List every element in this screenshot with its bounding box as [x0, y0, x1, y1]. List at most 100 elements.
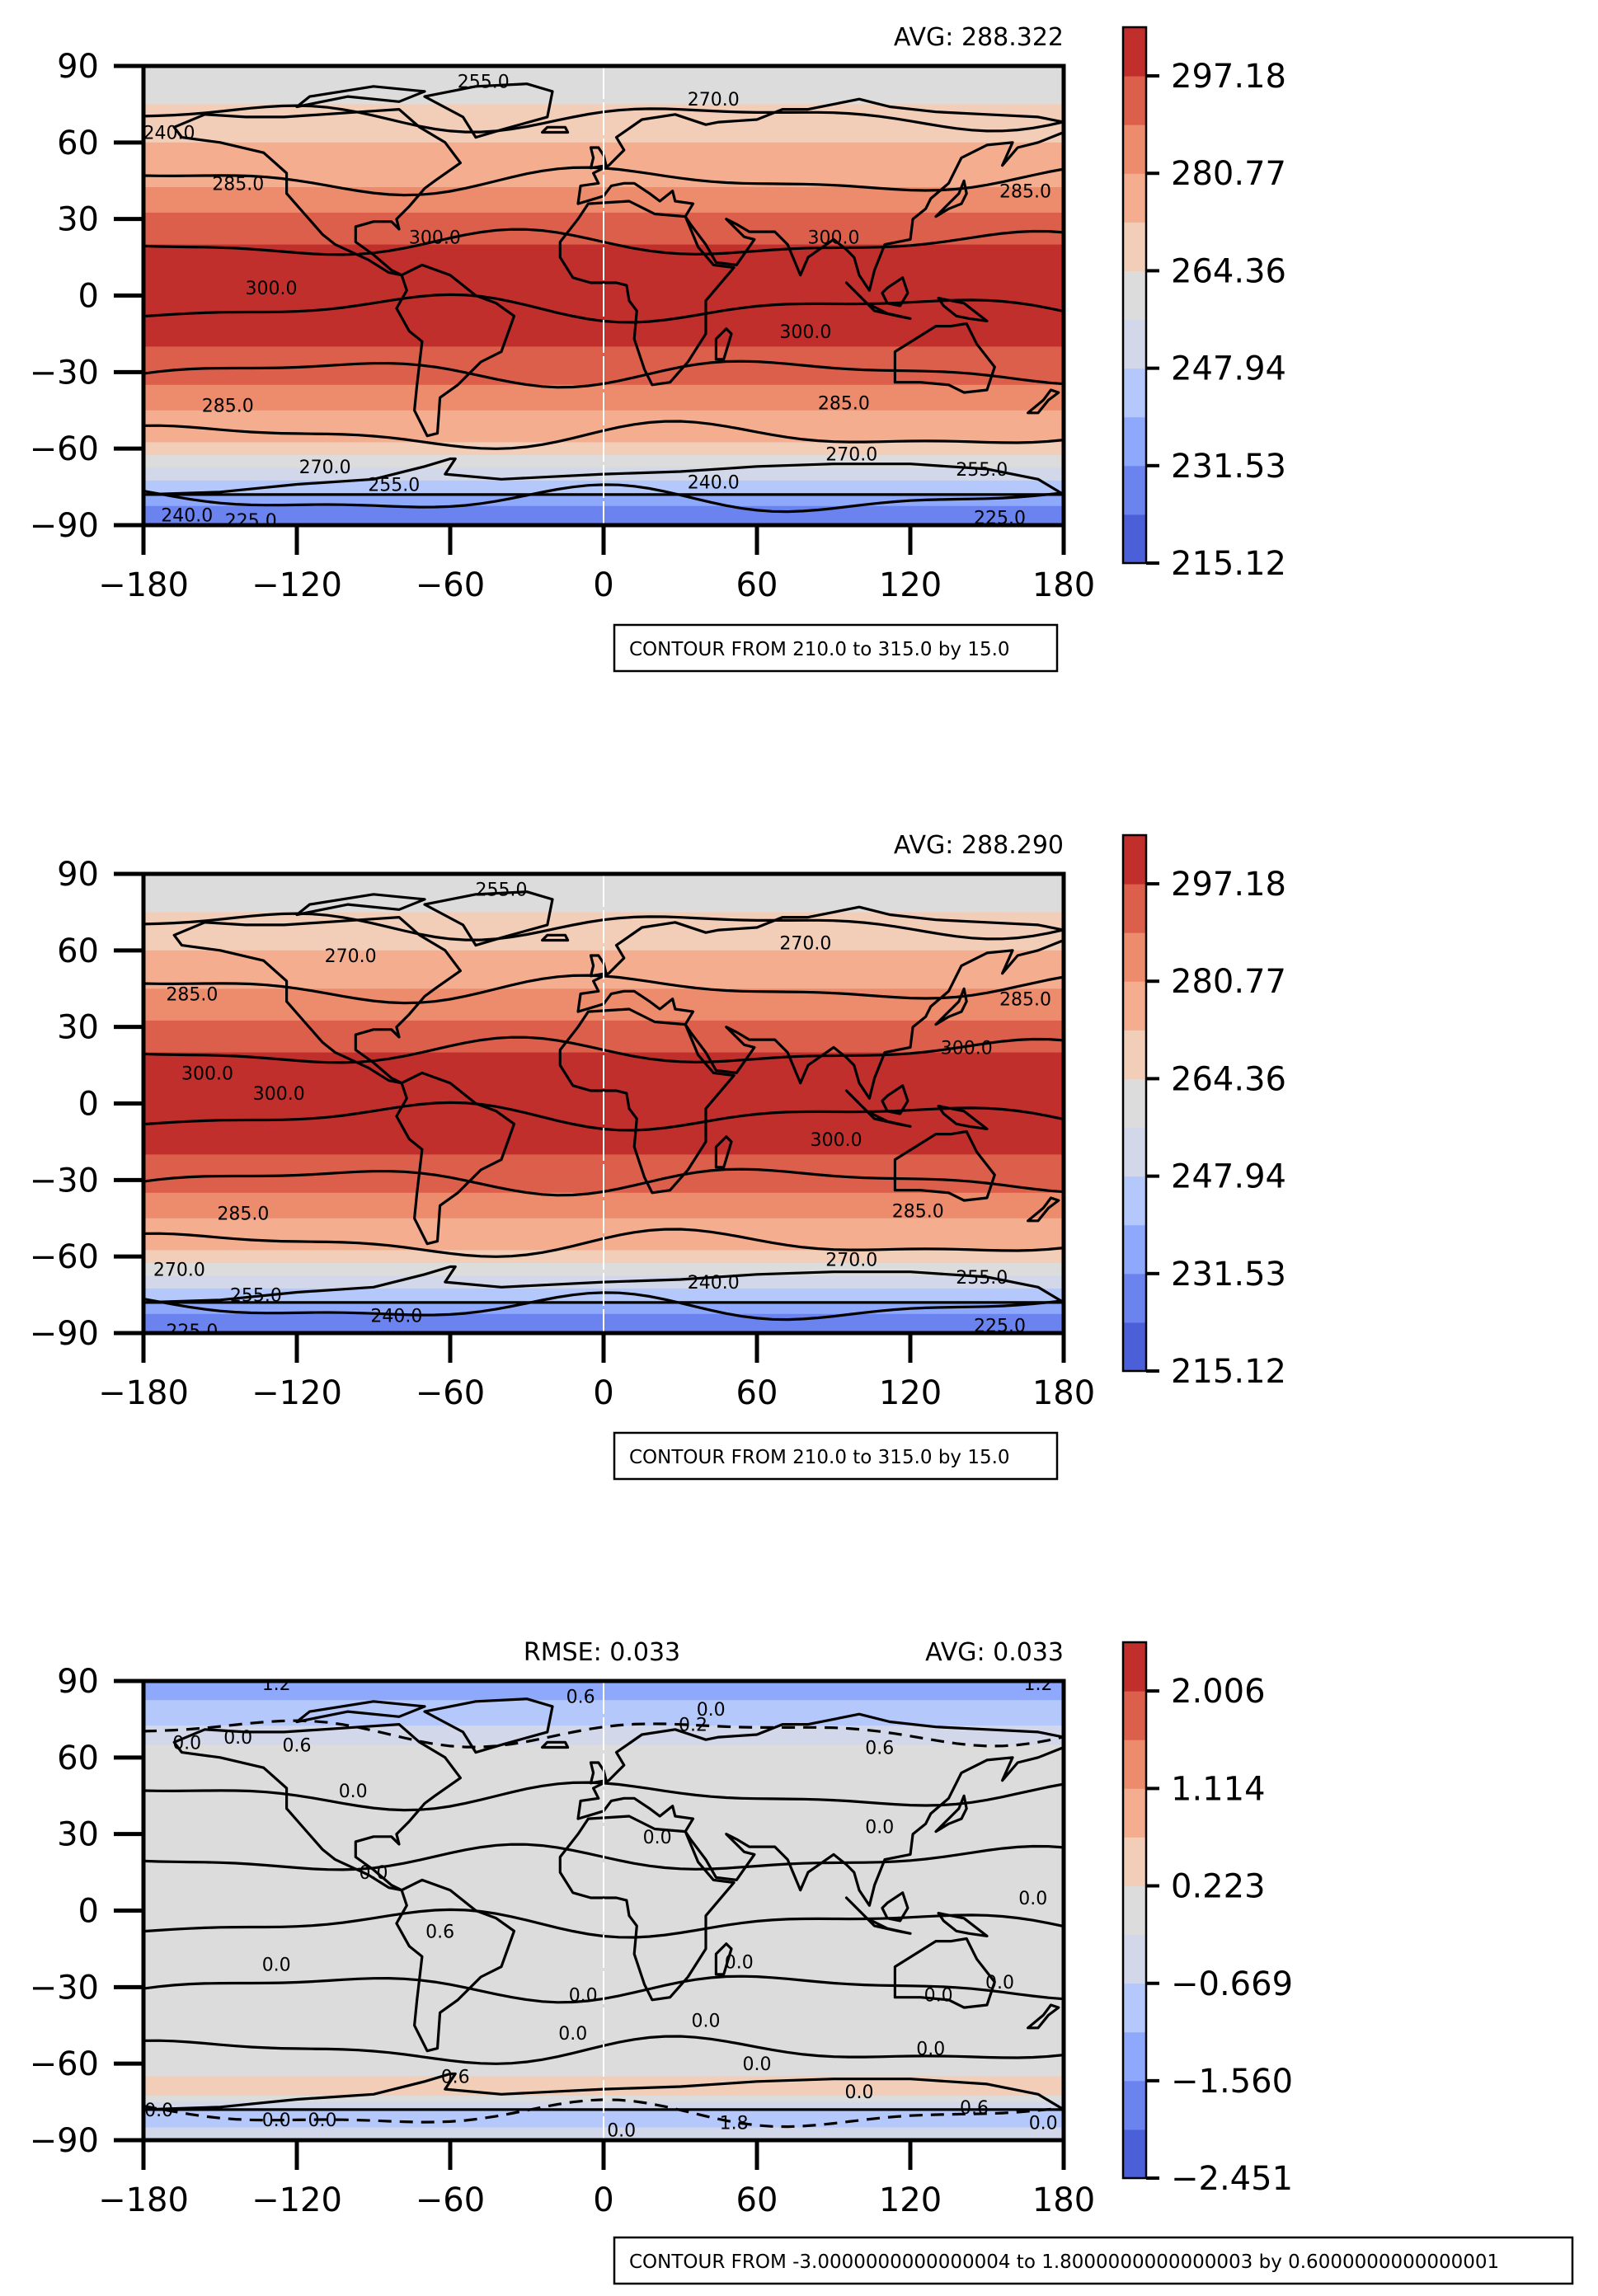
contour-value-label: 255.0: [956, 460, 1008, 481]
y-tick-label: 60: [57, 932, 99, 970]
x-tick-label: 0: [593, 2181, 613, 2219]
colorbar-segment: [1123, 368, 1146, 418]
contour-value-label: 0.6: [566, 1688, 595, 1708]
coastline-newZealand: [1026, 1196, 1060, 1223]
contour-value-label: 285.0: [217, 1204, 269, 1225]
coastline-newZealand: [1026, 2003, 1060, 2030]
contour-value-label: 0.0: [865, 1817, 894, 1838]
x-tick-label: −60: [416, 1374, 485, 1412]
contour-value-label: 0.0: [1029, 2113, 1058, 2134]
y-tick-label: −90: [30, 1315, 99, 1353]
colorbar-tick-label: −0.669: [1171, 1965, 1293, 2003]
contour-note-box: [613, 623, 1059, 673]
colorbar-segment: [1123, 981, 1146, 1031]
colorbar-segment: [1123, 514, 1146, 564]
contour-value-label: 285.0: [999, 990, 1051, 1011]
coastline-iceland: [540, 933, 570, 942]
contour-value-label: 255.0: [956, 1268, 1008, 1289]
contour-value-label: 0.6: [425, 1922, 454, 1942]
contour-value-label: 0.0: [924, 1986, 953, 2007]
contour-line: [143, 1719, 1064, 1749]
y-tick-label: −90: [30, 2122, 99, 2160]
contour-value-label: 300.0: [779, 322, 831, 343]
y-tick-label: 60: [57, 1740, 99, 1777]
coastline-britain: [589, 146, 608, 170]
colorbar-tick-label: −1.560: [1171, 2063, 1293, 2101]
contour-note-text: CONTOUR FROM 210.0 to 315.0 by 15.0: [629, 639, 1010, 660]
coastline-newZealand: [1026, 388, 1060, 415]
contour-value-label: 270.0: [325, 946, 377, 967]
x-tick-label: −120: [251, 1374, 342, 1412]
y-tick-label: −60: [30, 1238, 99, 1276]
colorbar-tick-label: 264.36: [1171, 1060, 1286, 1098]
colorbar-tick-label: 2.006: [1171, 1673, 1266, 1711]
contour-value-label: 300.0: [811, 1130, 862, 1151]
contour-value-label: 0.6: [441, 2068, 470, 2088]
x-tick-label: 0: [593, 566, 613, 604]
colorbar-tick-label: 231.53: [1171, 448, 1286, 486]
x-tick-label: −60: [416, 566, 485, 604]
coastline-northAmerica: [172, 915, 463, 1085]
x-tick-label: −180: [98, 566, 189, 604]
colorbar-tick-label: −2.451: [1171, 2160, 1293, 2198]
colorbar-frame: [1121, 26, 1148, 565]
x-tick-label: −180: [98, 1374, 189, 1412]
contour-value-label: 300.0: [808, 228, 860, 248]
contour-value-label: 240.0: [161, 506, 213, 527]
x-tick-label: 60: [736, 1374, 778, 1412]
contour-value-label: 285.0: [212, 174, 264, 195]
contour-value-label: 0.0: [262, 2111, 291, 2131]
contour-value-label: 270.0: [825, 1250, 877, 1270]
contour-band: [143, 2038, 1064, 2045]
contour-value-label: 225.0: [166, 1322, 218, 1342]
y-tick-label: 0: [78, 1893, 99, 1931]
colorbar-tick-label: 0.223: [1171, 1868, 1266, 1906]
x-tick-label: −120: [251, 2181, 342, 2219]
y-tick-label: 30: [57, 201, 99, 239]
colorbar-segment: [1123, 1127, 1146, 1177]
panel-middle: 255.0 270.0 270.0 285.0 285.0 300.0 300.0 300.0…: [30, 831, 1286, 1481]
contour-value-label: 240.0: [688, 472, 740, 493]
colorbar-frame: [1121, 833, 1148, 1373]
colorbar-tick-label: 297.18: [1171, 58, 1286, 96]
x-tick-label: 120: [879, 1374, 942, 1412]
x-tick-label: 180: [1032, 566, 1095, 604]
colorbar-tick-label: 215.12: [1171, 1353, 1286, 1391]
coastline-indonesia: [844, 1089, 912, 1128]
y-tick-label: 0: [78, 278, 99, 316]
y-tick-label: 30: [57, 1009, 99, 1047]
coastline-arcticIslands: [295, 85, 426, 109]
map-area: 255.0 270.0 270.0 285.0 285.0 300.0 300.0 300.0…: [143, 874, 1064, 1342]
colorbar-segment: [1123, 416, 1146, 467]
coastline-africa: [558, 1815, 736, 2002]
contour-value-label: 270.0: [153, 1261, 205, 1281]
colorbar-tick-label: 1.114: [1171, 1770, 1266, 1808]
contour-value-label: 300.0: [409, 228, 461, 248]
contour-value-label: 285.0: [999, 182, 1051, 203]
contour-value-label: 240.0: [143, 123, 195, 143]
contour-band: [143, 1821, 1064, 1829]
contour-value-label: 285.0: [166, 984, 218, 1005]
contour-band: [143, 423, 1064, 430]
x-tick-label: 0: [593, 1374, 613, 1412]
contour-value-label: 285.0: [892, 1201, 944, 1222]
coastline-antarctica: [143, 2072, 1064, 2111]
coastline-newGuinea: [937, 1912, 989, 1937]
colorbar-segment: [1123, 1691, 1146, 1740]
contour-value-label: 0.2: [679, 1716, 707, 1736]
coastline-newGuinea: [937, 297, 989, 322]
y-tick-label: 90: [57, 856, 99, 894]
contour-value-label: 255.0: [458, 73, 510, 93]
contour-value-label: 0.0: [697, 1700, 726, 1721]
contour-band: [143, 97, 1064, 106]
x-tick-label: −120: [251, 566, 342, 604]
coastline-indonesia: [844, 281, 912, 320]
y-tick-label: −30: [30, 354, 99, 392]
contour-value-label: 285.0: [818, 393, 870, 414]
y-tick-label: −90: [30, 507, 99, 545]
contour-value-label: 225.0: [974, 509, 1026, 529]
colorbar-segment: [1123, 1224, 1146, 1275]
contour-value-label: 270.0: [825, 444, 877, 465]
contour-value-label: 255.0: [230, 1286, 282, 1307]
colorbar-tick-label: 231.53: [1171, 1256, 1286, 1294]
